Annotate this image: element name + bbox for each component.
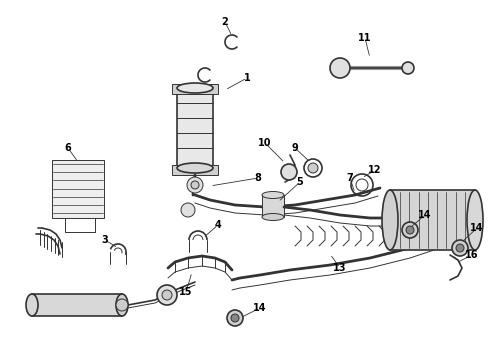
Circle shape [157, 285, 177, 305]
Ellipse shape [466, 190, 482, 250]
Circle shape [230, 314, 239, 322]
Circle shape [405, 226, 413, 234]
Circle shape [162, 290, 172, 300]
Circle shape [307, 163, 317, 173]
Circle shape [329, 58, 349, 78]
Circle shape [191, 181, 199, 189]
Text: 3: 3 [102, 235, 108, 245]
Text: 5: 5 [296, 177, 303, 187]
Bar [389, 190, 474, 250]
Circle shape [186, 177, 203, 193]
Bar [32, 294, 122, 316]
Circle shape [181, 203, 195, 217]
Text: 12: 12 [367, 165, 381, 175]
Bar [262, 195, 284, 217]
Text: 16: 16 [464, 250, 478, 260]
Ellipse shape [177, 163, 213, 173]
Circle shape [401, 62, 413, 74]
Text: 1: 1 [243, 73, 250, 83]
Text: 14: 14 [469, 223, 483, 233]
Ellipse shape [381, 190, 397, 250]
Bar [172, 84, 218, 94]
Text: 14: 14 [417, 210, 431, 220]
Bar [177, 88, 213, 168]
Ellipse shape [262, 192, 284, 198]
Text: 10: 10 [258, 138, 271, 148]
Circle shape [401, 222, 417, 238]
Text: 14: 14 [253, 303, 266, 313]
Text: 9: 9 [291, 143, 298, 153]
Text: 15: 15 [179, 287, 192, 297]
Circle shape [451, 240, 467, 256]
Circle shape [281, 164, 296, 180]
Ellipse shape [116, 294, 128, 316]
Circle shape [116, 299, 128, 311]
Text: 8: 8 [254, 173, 261, 183]
Circle shape [455, 244, 463, 252]
Bar [52, 160, 104, 218]
Ellipse shape [177, 83, 213, 93]
Text: 2: 2 [221, 17, 228, 27]
Text: 13: 13 [332, 263, 346, 273]
Text: 4: 4 [214, 220, 221, 230]
Ellipse shape [26, 294, 38, 316]
Ellipse shape [262, 213, 284, 220]
Circle shape [226, 310, 243, 326]
Bar [172, 165, 218, 175]
Text: 6: 6 [64, 143, 71, 153]
Text: 11: 11 [358, 33, 371, 43]
Text: 7: 7 [346, 173, 353, 183]
